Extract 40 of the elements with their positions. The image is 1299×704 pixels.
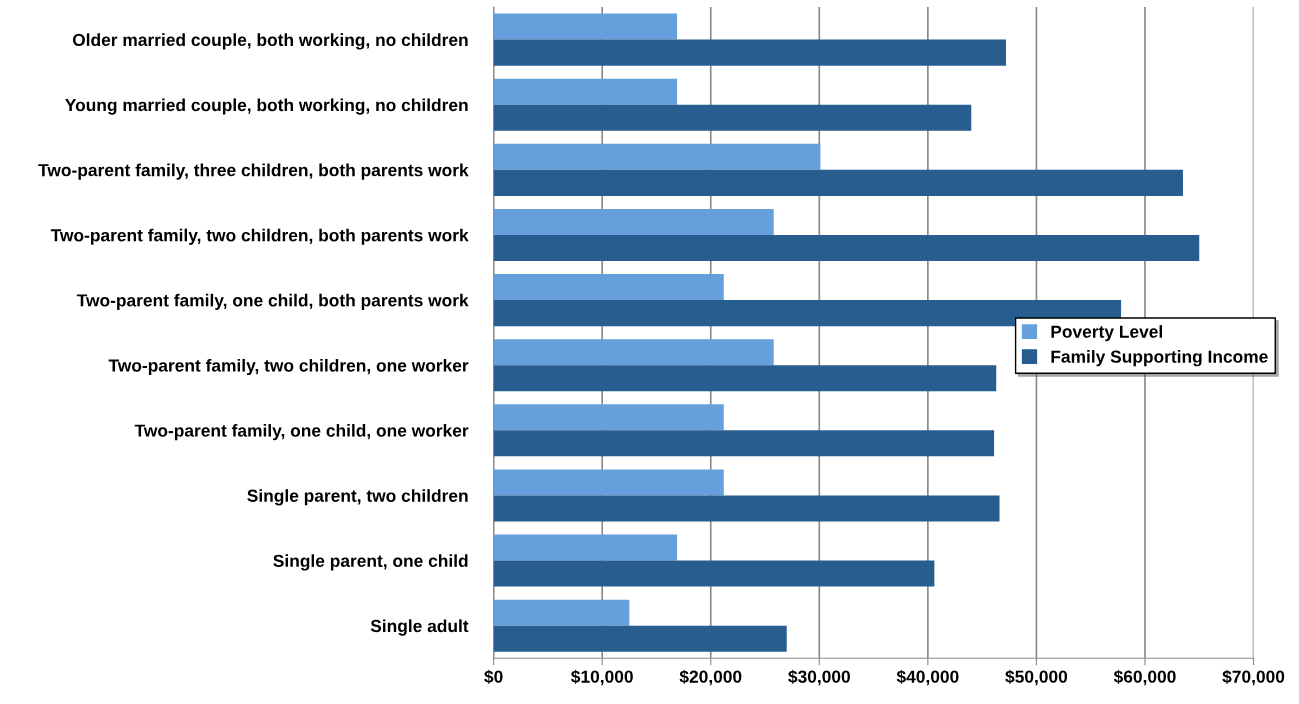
x-tick-label: $70,000 (1222, 669, 1285, 686)
bar (493, 430, 995, 457)
y-tick-label: Young married couple, both working, no children (65, 98, 468, 115)
bar (493, 560, 935, 587)
bar (493, 208, 774, 235)
bar (493, 625, 787, 652)
y-tick-label: Two-parent family, one child, both parents work (76, 293, 469, 310)
bar (493, 104, 972, 131)
legend-label: Poverty Level (1051, 325, 1162, 342)
bar (493, 365, 997, 392)
bar (493, 599, 630, 626)
bar (493, 495, 1000, 522)
legend-label: Family Supporting Income (1051, 350, 1268, 367)
bar (493, 13, 678, 40)
bar (493, 534, 678, 561)
bar (493, 274, 724, 301)
y-tick-label: Two-parent family, two children, both parents work (50, 228, 469, 245)
x-tick-label: $30,000 (788, 669, 850, 686)
x-tick-label: $0 (484, 669, 503, 684)
x-tick-label: $60,000 (1113, 669, 1176, 686)
bar (493, 39, 1007, 66)
y-tick-label: Two-parent family, three children, both parents work (38, 163, 469, 180)
bar (493, 234, 1200, 262)
bar (493, 143, 821, 170)
bar (493, 78, 678, 105)
bar (493, 404, 724, 431)
y-tick-label: Two-parent family, two children, one worker (108, 358, 469, 376)
bar (493, 300, 1122, 327)
bar (493, 469, 724, 496)
x-tick-label: $40,000 (896, 669, 959, 686)
y-tick-label: Single adult (370, 619, 469, 636)
bar (493, 339, 774, 366)
y-tick-label: Two-parent family, one child, one worker (134, 424, 469, 441)
x-tick-label: $10,000 (571, 669, 633, 686)
y-tick-label: Older married couple, both working, no children (72, 33, 468, 50)
y-tick-label: Single parent, two children (247, 489, 468, 506)
x-tick-label: $20,000 (679, 669, 742, 686)
x-tick-label: $50,000 (1005, 669, 1068, 686)
y-tick-label: Single parent, one child (273, 554, 468, 571)
bar (493, 169, 1183, 196)
